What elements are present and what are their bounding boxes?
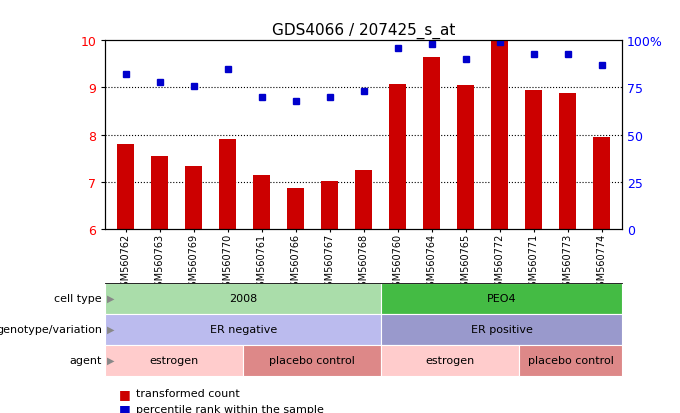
Bar <box>322 181 339 229</box>
Text: 2008: 2008 <box>229 293 257 304</box>
Text: genotype/variation: genotype/variation <box>0 324 102 335</box>
Bar <box>423 58 441 229</box>
Text: ■: ■ <box>119 402 131 413</box>
Text: ■: ■ <box>119 387 131 400</box>
Text: percentile rank within the sample: percentile rank within the sample <box>136 404 324 413</box>
Bar <box>457 86 475 229</box>
Bar <box>219 140 237 229</box>
Text: placebo control: placebo control <box>269 355 355 366</box>
Bar <box>355 171 373 229</box>
Text: agent: agent <box>69 355 102 366</box>
Bar <box>491 42 509 229</box>
Title: GDS4066 / 207425_s_at: GDS4066 / 207425_s_at <box>272 22 456 38</box>
Text: ▶: ▶ <box>107 293 114 304</box>
Text: cell type: cell type <box>54 293 102 304</box>
Text: estrogen: estrogen <box>150 355 199 366</box>
Bar <box>593 138 611 229</box>
Text: ER positive: ER positive <box>471 324 532 335</box>
Bar <box>389 85 407 229</box>
Text: ▶: ▶ <box>107 355 114 366</box>
Bar <box>525 90 542 229</box>
Text: transformed count: transformed count <box>136 388 240 398</box>
Bar <box>151 157 169 229</box>
Bar <box>253 175 271 229</box>
Bar <box>559 94 576 229</box>
Bar <box>118 145 135 229</box>
Text: ER negative: ER negative <box>209 324 277 335</box>
Text: estrogen: estrogen <box>425 355 475 366</box>
Bar <box>185 167 203 229</box>
Text: placebo control: placebo control <box>528 355 613 366</box>
Text: PEO4: PEO4 <box>487 293 516 304</box>
Text: ▶: ▶ <box>107 324 114 335</box>
Bar <box>287 188 305 229</box>
